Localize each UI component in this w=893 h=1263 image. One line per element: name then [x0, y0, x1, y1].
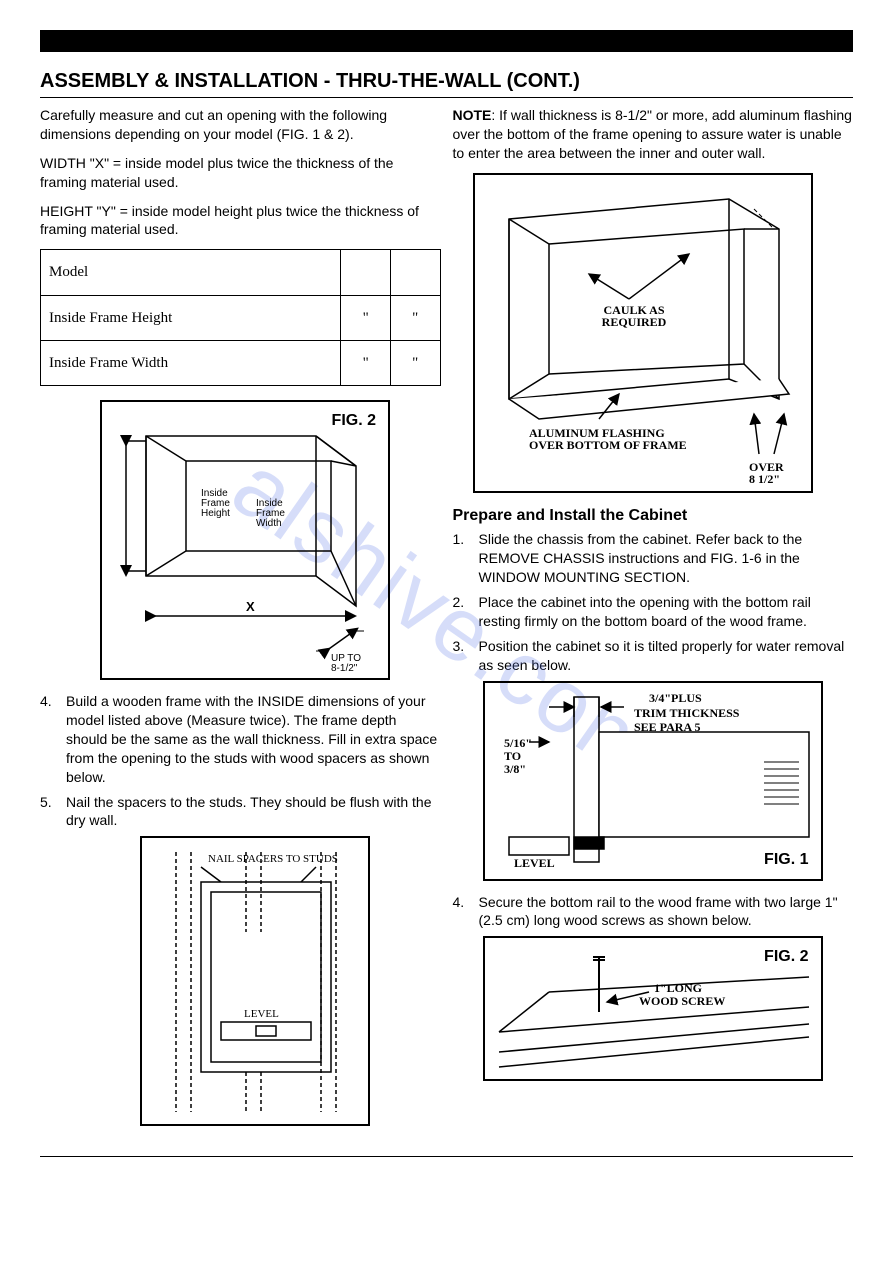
figure-1-cabinet: FIG. 1 — [483, 681, 823, 881]
cell: " — [390, 340, 440, 385]
page: ASSEMBLY & INSTALLATION - THRU-THE-WALL … — [0, 0, 893, 1197]
label-inside-height: InsideFrameHeight — [201, 488, 230, 519]
list-item: 5. Nail the spacers to the studs. They s… — [40, 793, 441, 831]
figure-2-screw: FIG. 2 — [483, 936, 823, 1081]
step-number: 1. — [453, 530, 479, 587]
height-paragraph: HEIGHT "Y" = inside model height plus tw… — [40, 202, 441, 240]
step-text: Position the cabinet so it is tilted pro… — [479, 637, 854, 675]
step-text: Build a wooden frame with the INSIDE dim… — [66, 692, 441, 786]
note-paragraph: NOTE: If wall thickness is 8-1/2" or mor… — [453, 106, 854, 163]
list-item: 3. Position the cabinet so it is tilted … — [453, 637, 854, 675]
label-level: LEVEL — [244, 1008, 279, 1020]
figure-label: FIG. 1 — [764, 849, 808, 871]
cell: Inside Frame Height — [41, 295, 341, 340]
left-column: Carefully measure and cut an opening wit… — [40, 106, 441, 1138]
intro-paragraph: Carefully measure and cut an opening wit… — [40, 106, 441, 144]
figure-label: FIG. 2 — [764, 946, 808, 968]
sub-heading: Prepare and Install the Cabinet — [453, 505, 854, 527]
list-item: 1. Slide the chassis from the cabinet. R… — [453, 530, 854, 587]
step-number: 2. — [453, 593, 479, 631]
step-text: Nail the spacers to the studs. They shou… — [66, 793, 441, 831]
cell: " — [341, 295, 391, 340]
label-upto: UP TO8-1/2" — [331, 653, 361, 674]
label-trim: TRIM THICKNESS — [634, 706, 740, 720]
list-item: 4. Build a wooden frame with the INSIDE … — [40, 692, 441, 786]
table-row: Inside Frame Width " " — [41, 340, 441, 385]
two-column-layout: Carefully measure and cut an opening wit… — [40, 106, 853, 1138]
label-nail-spacers: NAIL SPACERS TO STUDS — [208, 853, 338, 865]
cell: Inside Frame Width — [41, 340, 341, 385]
dimension-table: Model Inside Frame Height " " Inside Fra… — [40, 249, 441, 386]
step-number: 4. — [453, 893, 479, 931]
step-text: Place the cabinet into the opening with … — [479, 593, 854, 631]
label-screw: 1"LONGWOOD SCREW — [639, 981, 725, 1008]
table-row: Model — [41, 250, 441, 295]
cell: Model — [41, 250, 341, 295]
figure-spacers: NAIL SPACERS TO STUDS LEVEL — [140, 836, 370, 1126]
figure-2-frame: FIG. 2 — [100, 400, 390, 680]
cell — [390, 250, 440, 295]
right-steps-a: 1. Slide the chassis from the cabinet. R… — [453, 530, 854, 674]
label-34plus: 3/4"PLUS — [649, 691, 702, 705]
spacers-diagram-icon: NAIL SPACERS TO STUDS LEVEL — [146, 842, 366, 1122]
cell: " — [390, 295, 440, 340]
cell: " — [341, 340, 391, 385]
step-number: 4. — [40, 692, 66, 786]
note-label: NOTE — [453, 107, 492, 123]
label-x: X — [246, 599, 255, 614]
label-inside-width: InsideFrameWidth — [256, 498, 285, 529]
right-column: NOTE: If wall thickness is 8-1/2" or mor… — [453, 106, 854, 1138]
step-number: 3. — [453, 637, 479, 675]
step-text: Slide the chassis from the cabinet. Refe… — [479, 530, 854, 587]
list-item: 2. Place the cabinet into the opening wi… — [453, 593, 854, 631]
section-title: ASSEMBLY & INSTALLATION - THRU-THE-WALL … — [40, 70, 853, 98]
label-flashing: ALUMINUM FLASHINGOVER BOTTOM OF FRAME — [529, 426, 687, 452]
figure-label: FIG. 2 — [332, 410, 376, 432]
width-paragraph: WIDTH "X" = inside model plus twice the … — [40, 154, 441, 192]
footer-rule — [40, 1156, 853, 1157]
list-item: 4. Secure the bottom rail to the wood fr… — [453, 893, 854, 931]
fig2-diagram-icon: InsideFrameHeight InsideFrameWidth X UP … — [106, 406, 386, 676]
left-steps: 4. Build a wooden frame with the INSIDE … — [40, 692, 441, 830]
step-number: 5. — [40, 793, 66, 831]
label-caulk: CAULK ASREQUIRED — [601, 303, 666, 329]
label-see: SEE PARA 5 — [634, 720, 700, 734]
step-text: Secure the bottom rail to the wood frame… — [479, 893, 854, 931]
flashing-diagram-icon: CAULK ASREQUIRED ALUMINUM FLASHINGOVER B… — [479, 179, 809, 489]
header-bar — [40, 30, 853, 52]
label-over: OVER8 1/2" — [749, 460, 784, 486]
right-steps-b: 4. Secure the bottom rail to the wood fr… — [453, 893, 854, 931]
table-row: Inside Frame Height " " — [41, 295, 441, 340]
label-516: 5/16"TO3/8" — [504, 736, 532, 776]
note-text: : If wall thickness is 8-1/2" or more, a… — [453, 107, 852, 161]
figure-flashing: CAULK ASREQUIRED ALUMINUM FLASHINGOVER B… — [473, 173, 813, 493]
cell — [341, 250, 391, 295]
label-level: LEVEL — [514, 856, 555, 870]
